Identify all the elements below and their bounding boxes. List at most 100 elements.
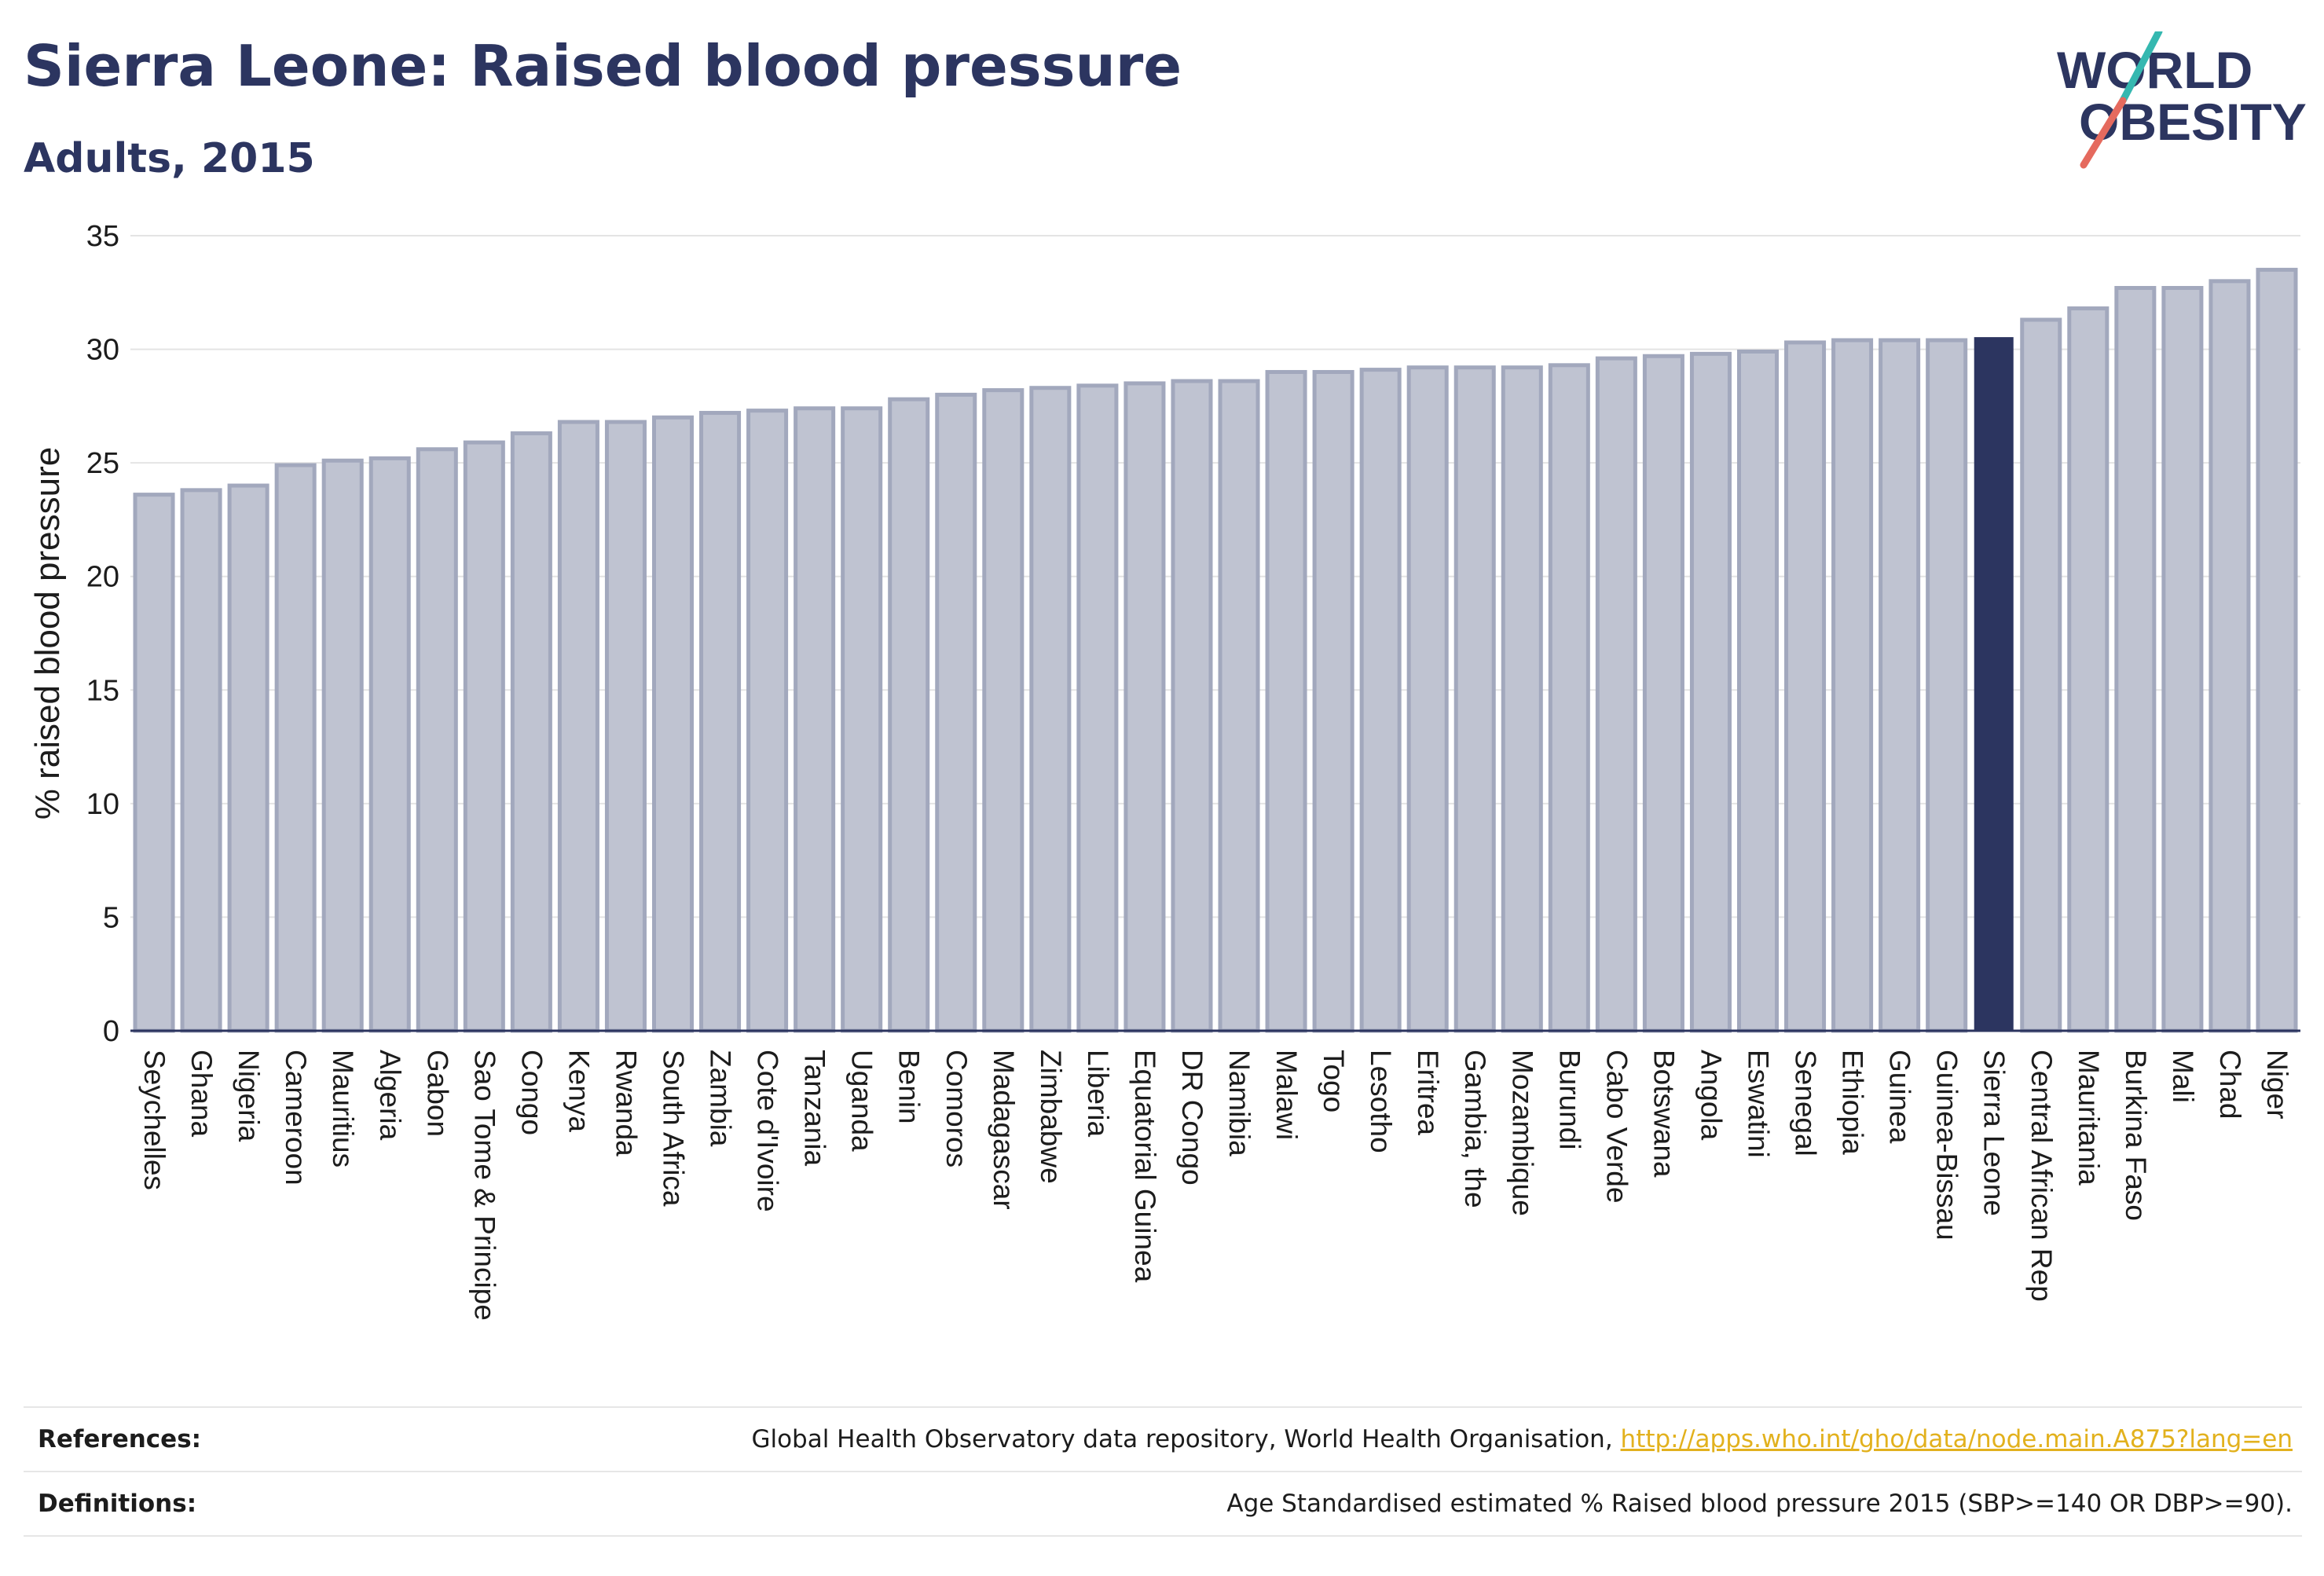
x-tick-label: Zimbabwe (1035, 1050, 1067, 1184)
x-tick-label: Gabon (421, 1050, 453, 1137)
x-tick-label: Benin (893, 1050, 926, 1124)
x-tick-label: Gambia, the (1459, 1050, 1491, 1208)
x-tick-label: Uganda (846, 1050, 878, 1152)
y-tick-label: 30 (86, 334, 119, 367)
bar[interactable] (1218, 379, 1260, 1033)
y-tick-label: 25 (86, 447, 119, 480)
bar[interactable] (1406, 365, 1449, 1033)
bar[interactable] (1076, 383, 1119, 1033)
x-tick-label: Chad (2214, 1050, 2246, 1119)
logo-slash-teal (2119, 31, 2163, 104)
references-link[interactable]: http://apps.who.int/gho/data/node.main.A… (1620, 1425, 2293, 1453)
references-source: Global Health Observatory data repositor… (751, 1425, 1621, 1453)
x-tick-label: Senegal (1790, 1050, 1822, 1156)
bar[interactable] (557, 420, 599, 1033)
x-tick-label: Cote d'Ivoire (752, 1050, 784, 1212)
bar-chart: 0 5 10 15 20 25 30 35 Seychelles Ghana Nigeria Came… (28, 220, 2300, 1321)
x-tick-label: Congo (515, 1050, 548, 1135)
bar[interactable] (2020, 317, 2062, 1033)
x-tick-label: Mauritius (327, 1050, 359, 1167)
x-tick-label: Botswana (1648, 1050, 1680, 1178)
x-tick-label: Togo (1318, 1050, 1350, 1112)
y-tick-label: 5 (103, 901, 119, 934)
x-tick-label: Nigeria (233, 1050, 265, 1142)
x-tick-label: Guinea (1884, 1050, 1916, 1144)
x-tick-label: Comoros (940, 1050, 973, 1167)
bar[interactable] (2161, 286, 2204, 1033)
logo-word-obesity: OBESITY (2079, 93, 2307, 151)
bar[interactable] (2256, 267, 2298, 1033)
x-tick-label: Cabo Verde (1600, 1050, 1633, 1203)
x-tick-label: Mali (2167, 1050, 2199, 1103)
bar[interactable] (1595, 356, 1637, 1033)
x-tick-label: Cameroon (280, 1050, 312, 1186)
x-tick-label: Mauritania (2073, 1050, 2105, 1186)
bar[interactable] (651, 415, 695, 1033)
bar[interactable] (133, 493, 175, 1033)
y-tick-label: 35 (86, 220, 119, 253)
references-row: References: Global Health Observatory da… (24, 1406, 2302, 1471)
bar[interactable] (2067, 306, 2110, 1033)
x-tick-label: Niger (2261, 1050, 2293, 1119)
bar[interactable] (982, 388, 1025, 1033)
bar[interactable] (1784, 340, 1827, 1033)
x-tick-label: Zambia (705, 1050, 737, 1147)
x-tick-label: Angola (1695, 1050, 1727, 1141)
references-label: References: (38, 1425, 202, 1453)
bar[interactable] (935, 392, 977, 1033)
y-tick-label: 0 (103, 1015, 119, 1048)
bar[interactable] (1831, 338, 1874, 1033)
x-tick-label: Seychelles (138, 1050, 170, 1190)
labels: 0 5 10 15 20 25 30 35 Seychelles Ghana Nigeria Came… (28, 220, 2293, 1321)
x-tick-label: Eritrea (1412, 1050, 1444, 1135)
bar[interactable] (416, 447, 458, 1033)
bar[interactable] (1171, 379, 1213, 1033)
definitions-row: Definitions: Age Standardised estimated … (24, 1471, 2302, 1537)
bar[interactable] (888, 397, 930, 1033)
y-axis-label: % raised blood pressure (28, 447, 67, 819)
bar[interactable] (1689, 351, 1732, 1033)
bar[interactable] (1974, 337, 2014, 1032)
bar[interactable] (1879, 338, 1921, 1033)
bar[interactable] (794, 406, 836, 1033)
y-tick-label: 15 (86, 674, 119, 707)
bar[interactable] (1548, 363, 1590, 1033)
y-tick-label: 10 (86, 788, 119, 821)
bar[interactable] (1453, 365, 1496, 1033)
bar[interactable] (841, 406, 883, 1033)
bar[interactable] (1265, 369, 1307, 1033)
x-tick-label: Equatorial Guinea (1129, 1050, 1161, 1283)
x-tick-label: Mozambique (1506, 1050, 1538, 1216)
bar[interactable] (2114, 286, 2157, 1033)
x-tick-label: Eswatini (1743, 1050, 1775, 1158)
x-tick-label: South Africa (658, 1050, 690, 1207)
bar[interactable] (1029, 386, 1072, 1033)
references-text: Global Health Observatory data repositor… (751, 1425, 2293, 1453)
chart-title: Sierra Leone: Raised blood pressure (24, 33, 1182, 99)
bar[interactable] (1312, 369, 1354, 1033)
bar[interactable] (1926, 338, 1968, 1033)
bar[interactable] (1124, 381, 1166, 1033)
bar[interactable] (463, 440, 505, 1033)
bar[interactable] (604, 420, 647, 1033)
bar[interactable] (2209, 279, 2251, 1033)
bar[interactable] (699, 411, 742, 1033)
bar[interactable] (227, 483, 269, 1033)
logo-word-world: WORLD (2057, 41, 2253, 99)
x-tick-label: Rwanda (610, 1050, 642, 1156)
bar[interactable] (180, 488, 222, 1033)
x-tick-label: Ethiopia (1837, 1050, 1869, 1155)
x-tick-label: Sao Tome & Principe (468, 1050, 500, 1321)
bar[interactable] (1359, 368, 1402, 1033)
bar[interactable] (1642, 354, 1684, 1033)
x-tick-label: Ghana (185, 1050, 218, 1138)
bar[interactable] (1736, 349, 1780, 1033)
definitions-label: Definitions: (38, 1490, 197, 1518)
bar[interactable] (510, 431, 552, 1033)
bar[interactable] (274, 463, 317, 1033)
bar[interactable] (746, 409, 789, 1033)
x-tick-label: Madagascar (988, 1050, 1020, 1210)
bar[interactable] (1501, 365, 1543, 1033)
bar[interactable] (321, 458, 364, 1033)
bar[interactable] (368, 456, 411, 1033)
